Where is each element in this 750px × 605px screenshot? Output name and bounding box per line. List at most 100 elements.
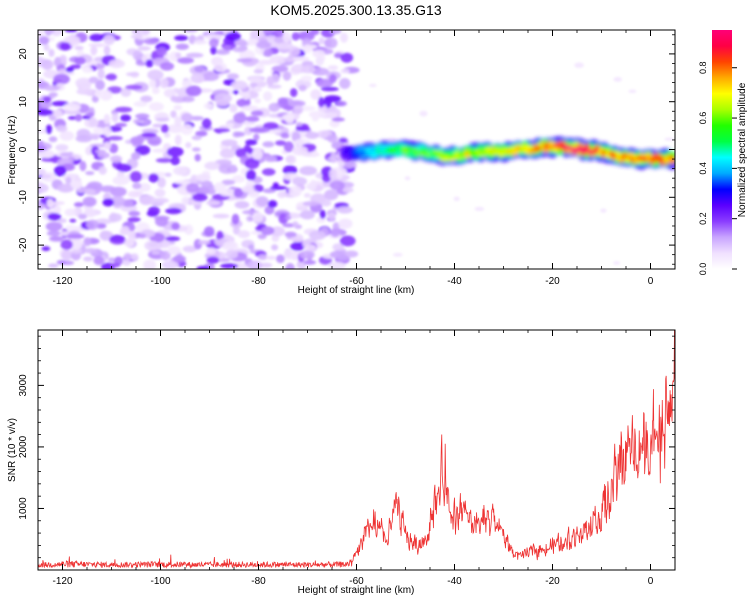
noise-blob — [268, 102, 280, 112]
noise-blob — [182, 245, 197, 253]
noise-blob — [292, 176, 308, 186]
noise-blob — [270, 226, 286, 237]
noise-blob — [49, 235, 64, 242]
ridge-blob — [560, 144, 565, 150]
noise-blob — [110, 262, 121, 268]
noise-blob — [167, 124, 185, 134]
ridge-blob — [594, 147, 600, 153]
noise-blob — [64, 208, 77, 217]
ridge-blob — [656, 154, 661, 160]
noise-blob — [191, 135, 202, 141]
noise-blob — [329, 180, 345, 191]
noise-blob — [249, 82, 258, 88]
noise-blob — [264, 155, 277, 163]
noise-blob — [267, 200, 278, 208]
noise-blob — [109, 143, 119, 154]
ridge-blob — [375, 148, 380, 153]
ridge-blob — [440, 155, 445, 160]
noise-blob — [53, 109, 63, 119]
noise-blob — [46, 230, 61, 236]
y-tick-label: 20 — [18, 48, 29, 60]
noise-blob — [221, 179, 236, 185]
noise-blob — [337, 206, 353, 214]
noise-blob — [74, 113, 83, 122]
noise-blob — [197, 240, 211, 245]
ridge-blob — [660, 156, 665, 162]
noise-blob — [86, 181, 103, 190]
noise-blob — [275, 140, 287, 146]
noise-blob — [45, 221, 63, 232]
noise-blob — [132, 50, 143, 61]
noise-blob — [106, 135, 123, 141]
noise-blob — [214, 93, 233, 103]
noise-blob — [392, 252, 403, 257]
noise-blob — [38, 168, 46, 175]
noise-blob — [99, 185, 116, 193]
noise-blob — [285, 263, 295, 269]
noise-blob — [271, 65, 289, 73]
noise-blob — [116, 163, 132, 172]
noise-blob — [167, 246, 181, 255]
ridge-blob — [365, 147, 370, 153]
noise-blob — [93, 255, 105, 266]
noise-blob — [261, 168, 276, 176]
noise-blob — [280, 132, 290, 139]
ridge-blob — [502, 147, 507, 153]
noise-blob — [233, 131, 246, 137]
ridge-blob — [361, 150, 367, 156]
noise-blob — [59, 131, 75, 141]
ridge-blob — [546, 146, 552, 152]
noise-blob — [219, 148, 236, 159]
noise-blob — [147, 69, 164, 81]
noise-blob — [165, 207, 182, 215]
noise-blob — [259, 262, 273, 268]
noise-blob — [318, 37, 325, 45]
x-tick-label: -20 — [545, 276, 560, 287]
noise-blob — [108, 59, 126, 69]
noise-blob — [122, 259, 131, 266]
ridge-blob — [649, 155, 655, 161]
noise-blob — [305, 131, 319, 139]
noise-blob — [290, 88, 298, 98]
noise-blob — [299, 210, 315, 220]
noise-blob — [277, 191, 286, 199]
signal-ridge — [339, 136, 675, 170]
noise-blob — [220, 263, 239, 269]
noise-blob — [120, 87, 132, 98]
noise-blob — [284, 231, 297, 238]
noise-blob — [43, 43, 50, 52]
noise-blob — [295, 126, 311, 132]
noise-blob — [83, 237, 92, 247]
ridge-blob — [481, 151, 487, 156]
ridge-blob — [591, 149, 596, 155]
noise-blob — [304, 244, 317, 252]
noise-blob — [110, 155, 123, 163]
noise-blob — [148, 102, 164, 112]
noise-blob — [262, 122, 279, 130]
noise-blob — [300, 75, 313, 82]
noise-blob — [248, 76, 263, 83]
noise-blob — [78, 213, 87, 220]
ridge-blob — [464, 151, 469, 157]
noise-blob — [181, 79, 193, 88]
noise-blob — [262, 141, 275, 148]
noise-blob — [170, 110, 177, 118]
ridge-blob — [416, 150, 421, 155]
y-tick-label: -20 — [18, 237, 29, 252]
noise-blob — [131, 152, 141, 160]
noise-blob — [148, 173, 160, 183]
noise-blob — [343, 161, 355, 169]
noise-blob — [115, 106, 133, 113]
noise-blob — [65, 176, 72, 185]
noise-blob — [171, 222, 181, 231]
noise-blob — [164, 172, 172, 177]
noise-blob — [190, 73, 205, 84]
noise-blob — [85, 112, 95, 117]
noise-blob — [76, 88, 93, 95]
noise-blob — [232, 89, 239, 95]
noise-blob — [227, 73, 239, 80]
noise-blob — [232, 175, 245, 183]
noise-blob — [203, 102, 214, 110]
noise-blob — [244, 158, 260, 170]
